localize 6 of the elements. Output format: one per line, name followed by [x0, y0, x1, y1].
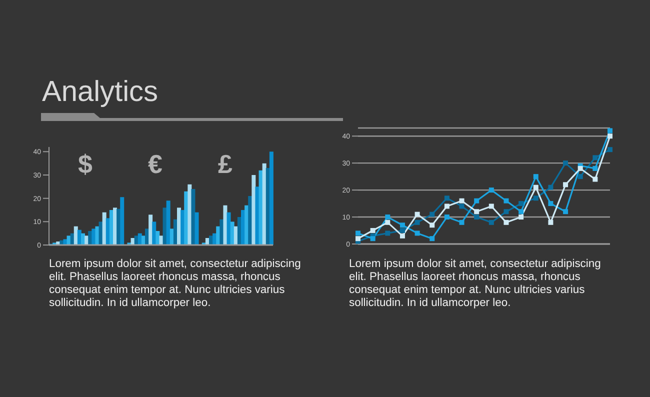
annotation: €: [148, 149, 162, 180]
text: Lorem ipsum dolor sit amet, consectetur adipiscing elit. Phasellus laoreet rhoncus massa, rhoncus consequat enim tempor at. Nunc ultricies varius sollicitudin. In id ullamcorper leo.: [349, 258, 602, 310]
text: Lorem ipsum dolor sit amet, consectetur adipiscing elit. Phasellus laoreet rhoncus massa, rhoncus consequat enim tempor at. Nunc ultricies varius sollicitudin. In id ullamcorper leo.: [49, 258, 302, 310]
annotation: £: [218, 149, 232, 180]
annotation: $: [78, 149, 92, 180]
chart-title: Analytics: [42, 76, 158, 109]
